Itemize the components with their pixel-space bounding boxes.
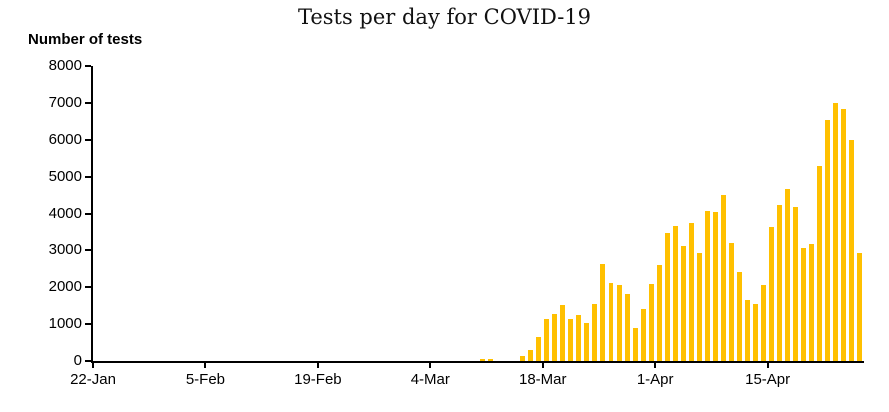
bar: [552, 314, 558, 361]
y-tick-mark: [85, 360, 91, 362]
bar: [809, 244, 815, 361]
bar: [737, 271, 742, 361]
bar: [745, 300, 751, 361]
y-tick-label: 0: [73, 352, 82, 369]
bar: [696, 252, 702, 361]
bar: [777, 205, 783, 361]
y-tick-mark: [85, 249, 91, 252]
bar: [480, 358, 485, 361]
x-tick-mark: [654, 361, 657, 368]
bar: [640, 309, 646, 361]
bar: [761, 285, 767, 361]
bar: [680, 246, 686, 361]
bar: [536, 337, 542, 361]
bar: [616, 285, 622, 361]
chart-title: Tests per day for COVID-19: [297, 5, 592, 29]
y-tick-label: 2000: [48, 278, 82, 296]
y-tick-mark: [85, 323, 91, 326]
bar: [712, 212, 718, 361]
y-tick-mark: [85, 65, 91, 67]
bar: [648, 283, 654, 361]
bar: [704, 210, 710, 361]
x-tick-mark: [316, 361, 319, 368]
x-tick-label: 18-Mar: [518, 371, 567, 388]
bar: [801, 248, 807, 361]
bar: [656, 265, 662, 361]
bar: [544, 318, 550, 361]
x-axis-line: [91, 361, 864, 363]
bar: [785, 189, 791, 361]
y-tick-label: 8000: [48, 57, 82, 74]
x-tick-mark: [766, 361, 769, 368]
y-tick-label: 3000: [48, 241, 82, 259]
bar: [600, 264, 606, 361]
bar: [528, 350, 534, 361]
x-tick-label: 1-Apr: [636, 371, 674, 388]
bar: [793, 207, 799, 361]
bar: [720, 194, 726, 361]
y-tick-mark: [85, 101, 91, 104]
bar: [753, 303, 759, 361]
y-tick-mark: [85, 175, 91, 178]
bar: [688, 222, 694, 361]
bar: [560, 304, 566, 361]
y-tick-label: 7000: [48, 93, 82, 111]
x-tick-label: 5-Feb: [185, 371, 226, 388]
bar: [672, 226, 678, 361]
y-axis-title: Number of tests: [28, 31, 143, 48]
bar: [608, 282, 614, 361]
bar: [728, 243, 734, 361]
bar: [568, 318, 574, 361]
bar: [488, 358, 494, 361]
bar: [769, 226, 775, 361]
x-tick-mark: [541, 361, 544, 368]
y-tick-label: 4000: [48, 204, 82, 222]
x-tick-mark: [204, 361, 207, 368]
y-tick-label: 1000: [48, 315, 82, 333]
x-tick-mark: [92, 361, 94, 368]
x-tick-label: 19-Feb: [294, 371, 342, 388]
bar: [624, 293, 630, 361]
y-tick-mark: [85, 138, 91, 141]
y-tick-label: 6000: [48, 130, 82, 148]
bar: [857, 252, 863, 361]
x-tick-label: 22-Jan: [70, 371, 116, 388]
x-tick-label: 15-Apr: [745, 371, 791, 388]
bar: [632, 328, 638, 361]
x-tick-mark: [429, 361, 432, 368]
bar: [520, 356, 526, 361]
bar: [833, 103, 839, 361]
y-tick-mark: [85, 286, 91, 289]
bar: [817, 165, 823, 361]
bar: [576, 314, 582, 361]
bar: [592, 304, 598, 361]
y-tick-mark: [85, 212, 91, 215]
bar: [664, 232, 670, 361]
y-axis-line: [91, 66, 93, 361]
bar: [841, 109, 847, 361]
bar: [825, 120, 831, 361]
bar: [584, 323, 590, 361]
bar: [849, 140, 855, 361]
x-tick-label: 4-Mar: [410, 371, 450, 388]
y-tick-label: 5000: [48, 167, 82, 185]
